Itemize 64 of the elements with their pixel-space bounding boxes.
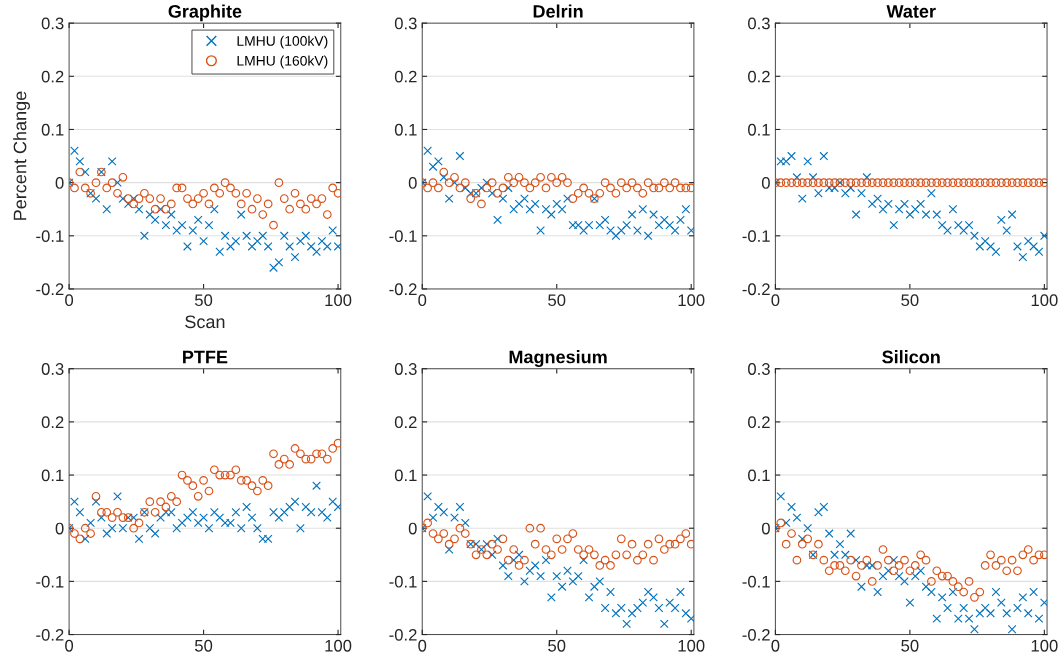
x-tick-label: 100 bbox=[678, 639, 705, 652]
y-tick-label: 0.2 bbox=[394, 416, 417, 429]
y-tick-label: 0.2 bbox=[748, 416, 770, 429]
y-tick-label: -0.2 bbox=[742, 283, 770, 296]
y-tick-label: 0.3 bbox=[394, 17, 417, 30]
y-tick-label: 0 bbox=[55, 522, 64, 535]
y-tick-label: 0.2 bbox=[41, 416, 64, 429]
y-tick-label: 0.2 bbox=[394, 70, 417, 83]
chart-title: PTFE bbox=[183, 350, 228, 364]
y-tick-label: 0.1 bbox=[394, 469, 417, 482]
x-tick-label: 100 bbox=[1031, 294, 1058, 307]
y-tick-label: -0.1 bbox=[36, 230, 64, 243]
y-tick-label: -0.2 bbox=[389, 628, 417, 641]
y-tick-label: 0.3 bbox=[748, 363, 770, 375]
x-tick-label: 100 bbox=[325, 294, 352, 307]
x-tick-label: 0 bbox=[65, 294, 74, 307]
y-tick-label: 0.3 bbox=[41, 363, 64, 375]
x-tick-label: 100 bbox=[1031, 639, 1058, 652]
x-tick-label: 0 bbox=[418, 294, 427, 307]
x-tick-label: 50 bbox=[548, 639, 566, 652]
y-tick-label: 0.1 bbox=[41, 469, 64, 482]
chart-title: Water bbox=[886, 5, 936, 18]
y-tick-label: 0 bbox=[408, 522, 417, 535]
y-tick-label: 0.1 bbox=[41, 123, 64, 136]
y-tick-label: -0.2 bbox=[389, 283, 417, 296]
y-tick-label: -0.1 bbox=[36, 575, 64, 588]
x-tick-label: 50 bbox=[901, 639, 919, 652]
y-tick-label: 0.1 bbox=[748, 469, 770, 482]
y-tick-label: -0.1 bbox=[742, 230, 770, 243]
y-tick-label: 0.2 bbox=[41, 70, 64, 83]
y-tick-label: -0.1 bbox=[389, 575, 417, 588]
x-tick-label: 0 bbox=[771, 294, 780, 307]
y-tick-label: -0.2 bbox=[36, 628, 64, 641]
x-tick-label: 50 bbox=[194, 294, 213, 307]
x-tick-label: 50 bbox=[548, 294, 566, 307]
y-tick-label: 0.1 bbox=[748, 123, 770, 136]
y-tick-label: 0 bbox=[408, 177, 417, 189]
x-axis-title: Scan bbox=[185, 315, 225, 329]
y-tick-label: 0.3 bbox=[41, 17, 64, 30]
y-tick-label: 0 bbox=[55, 177, 64, 189]
y-tick-label: 0.2 bbox=[748, 70, 770, 83]
y-tick-label: 0.1 bbox=[394, 123, 417, 136]
x-tick-label: 0 bbox=[418, 639, 427, 652]
y-tick-label: 0 bbox=[761, 522, 770, 535]
chart-title: Silicon bbox=[882, 350, 940, 364]
x-tick-label: 0 bbox=[771, 639, 780, 652]
x-tick-label: 50 bbox=[194, 639, 213, 652]
y-tick-label: -0.1 bbox=[389, 230, 417, 243]
x-tick-label: 100 bbox=[325, 639, 352, 652]
chart-title: Delrin bbox=[533, 4, 583, 18]
y-tick-label: 0.3 bbox=[394, 363, 417, 375]
y-axis-title: Percent Change bbox=[13, 91, 30, 220]
chart-title: Magnesium bbox=[509, 350, 607, 367]
y-tick-label: 0 bbox=[761, 177, 770, 189]
y-tick-label: -0.1 bbox=[742, 575, 770, 588]
legend-label: LMHU (160kV) bbox=[237, 55, 328, 69]
chart-title: Graphite bbox=[168, 4, 242, 22]
x-tick-label: 50 bbox=[901, 294, 919, 307]
legend-label: LMHU (100kV) bbox=[237, 35, 328, 49]
x-tick-label: 100 bbox=[678, 294, 705, 307]
y-tick-label: -0.2 bbox=[36, 283, 64, 296]
y-tick-label: -0.2 bbox=[742, 628, 770, 641]
y-tick-label: 0.3 bbox=[748, 17, 770, 30]
x-tick-label: 0 bbox=[65, 639, 74, 652]
